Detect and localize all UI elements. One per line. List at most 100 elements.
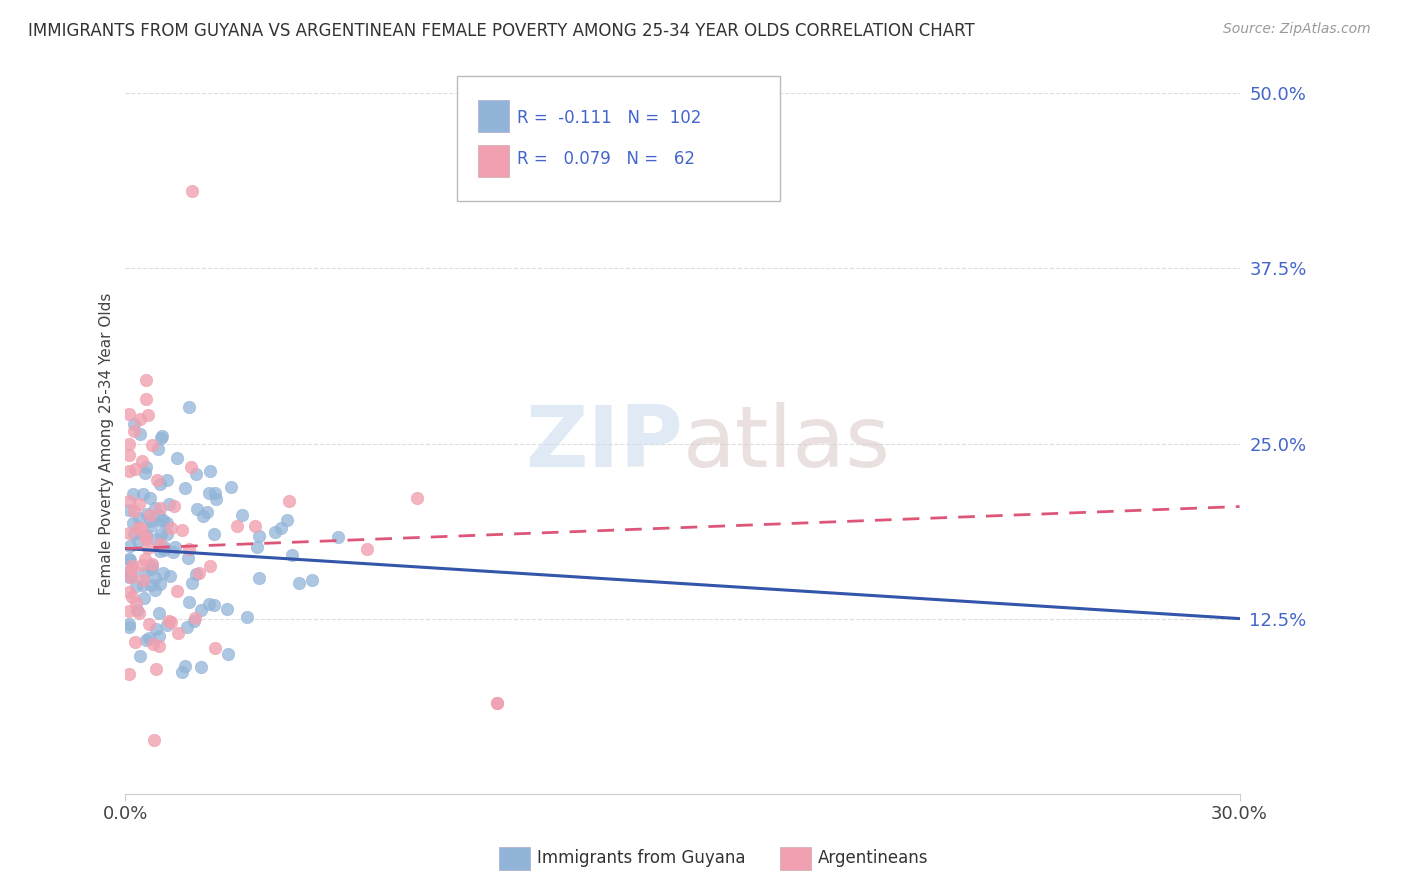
Point bbox=[150, 431, 173, 445]
Point bbox=[120, 567, 142, 582]
Point bbox=[118, 437, 141, 451]
Point bbox=[326, 530, 349, 544]
Point bbox=[138, 514, 160, 528]
Point bbox=[205, 491, 228, 506]
Point bbox=[143, 582, 166, 597]
Point bbox=[118, 464, 141, 478]
Point bbox=[124, 579, 146, 593]
Point bbox=[134, 467, 156, 481]
Point bbox=[247, 529, 270, 543]
Point bbox=[128, 497, 150, 511]
Point bbox=[198, 559, 221, 574]
Point bbox=[121, 558, 143, 573]
Point bbox=[120, 570, 142, 584]
Point bbox=[166, 450, 188, 465]
Point bbox=[180, 460, 202, 475]
Point bbox=[162, 545, 184, 559]
Point bbox=[146, 474, 169, 488]
Y-axis label: Female Poverty Among 25-34 Year Olds: Female Poverty Among 25-34 Year Olds bbox=[100, 293, 114, 595]
Point bbox=[146, 442, 169, 456]
Text: ZIP: ZIP bbox=[524, 402, 682, 485]
Point bbox=[141, 558, 163, 573]
Point bbox=[190, 603, 212, 617]
Point bbox=[141, 557, 163, 571]
Point bbox=[149, 527, 172, 541]
Point bbox=[148, 606, 170, 620]
Point bbox=[134, 591, 156, 605]
Point bbox=[165, 540, 187, 554]
Point bbox=[278, 494, 301, 508]
Point bbox=[134, 551, 156, 566]
Point bbox=[143, 733, 166, 747]
Point bbox=[281, 548, 304, 562]
Point bbox=[129, 427, 152, 442]
Text: R =   0.079   N =   62: R = 0.079 N = 62 bbox=[517, 150, 696, 168]
Point bbox=[243, 519, 266, 533]
Text: Argentineans: Argentineans bbox=[818, 849, 929, 867]
Point bbox=[184, 611, 207, 625]
Point bbox=[135, 392, 157, 406]
Point bbox=[122, 424, 145, 438]
Point bbox=[177, 550, 200, 565]
Point bbox=[138, 409, 160, 423]
Point bbox=[125, 597, 148, 611]
Point bbox=[157, 497, 180, 511]
Point bbox=[125, 603, 148, 617]
Point bbox=[198, 464, 221, 478]
Point bbox=[153, 540, 176, 554]
Point bbox=[217, 647, 239, 661]
Point bbox=[129, 521, 152, 535]
Point bbox=[132, 578, 155, 592]
Point bbox=[141, 519, 163, 533]
Point bbox=[197, 597, 219, 611]
Point bbox=[118, 525, 141, 540]
Point bbox=[153, 542, 176, 557]
Point bbox=[145, 533, 167, 547]
Point bbox=[118, 617, 141, 632]
Point bbox=[157, 615, 180, 629]
Point bbox=[136, 507, 159, 521]
Point bbox=[148, 508, 170, 522]
Point bbox=[139, 491, 162, 505]
Text: Source: ZipAtlas.com: Source: ZipAtlas.com bbox=[1223, 22, 1371, 37]
Point bbox=[156, 516, 179, 530]
Point bbox=[136, 541, 159, 555]
Point bbox=[270, 521, 292, 535]
Point bbox=[167, 625, 190, 640]
Point bbox=[132, 573, 155, 587]
Point bbox=[121, 590, 143, 604]
Point bbox=[204, 486, 226, 500]
Point bbox=[150, 515, 173, 529]
Point bbox=[135, 528, 157, 542]
Point bbox=[177, 401, 200, 415]
Point bbox=[276, 513, 298, 527]
Point bbox=[148, 629, 170, 643]
Point bbox=[141, 578, 163, 592]
Point bbox=[170, 523, 193, 537]
Point bbox=[179, 542, 201, 557]
Point bbox=[141, 437, 163, 451]
Point bbox=[148, 639, 170, 653]
Point bbox=[118, 564, 141, 578]
Point bbox=[156, 527, 179, 541]
Point bbox=[180, 575, 202, 590]
Point bbox=[118, 551, 141, 566]
Point bbox=[135, 533, 157, 547]
Point bbox=[149, 577, 172, 591]
Point bbox=[128, 510, 150, 524]
Point bbox=[184, 467, 207, 481]
Point bbox=[219, 480, 242, 494]
Point bbox=[174, 482, 197, 496]
Point bbox=[204, 640, 226, 655]
Text: Immigrants from Guyana: Immigrants from Guyana bbox=[537, 849, 745, 867]
Point bbox=[149, 544, 172, 558]
Point bbox=[128, 606, 150, 620]
Point bbox=[156, 617, 179, 632]
Point bbox=[195, 505, 218, 519]
Point bbox=[145, 662, 167, 676]
Point bbox=[149, 537, 172, 551]
Point bbox=[247, 571, 270, 585]
Point bbox=[135, 633, 157, 648]
Point bbox=[156, 473, 179, 487]
Point bbox=[124, 635, 146, 649]
